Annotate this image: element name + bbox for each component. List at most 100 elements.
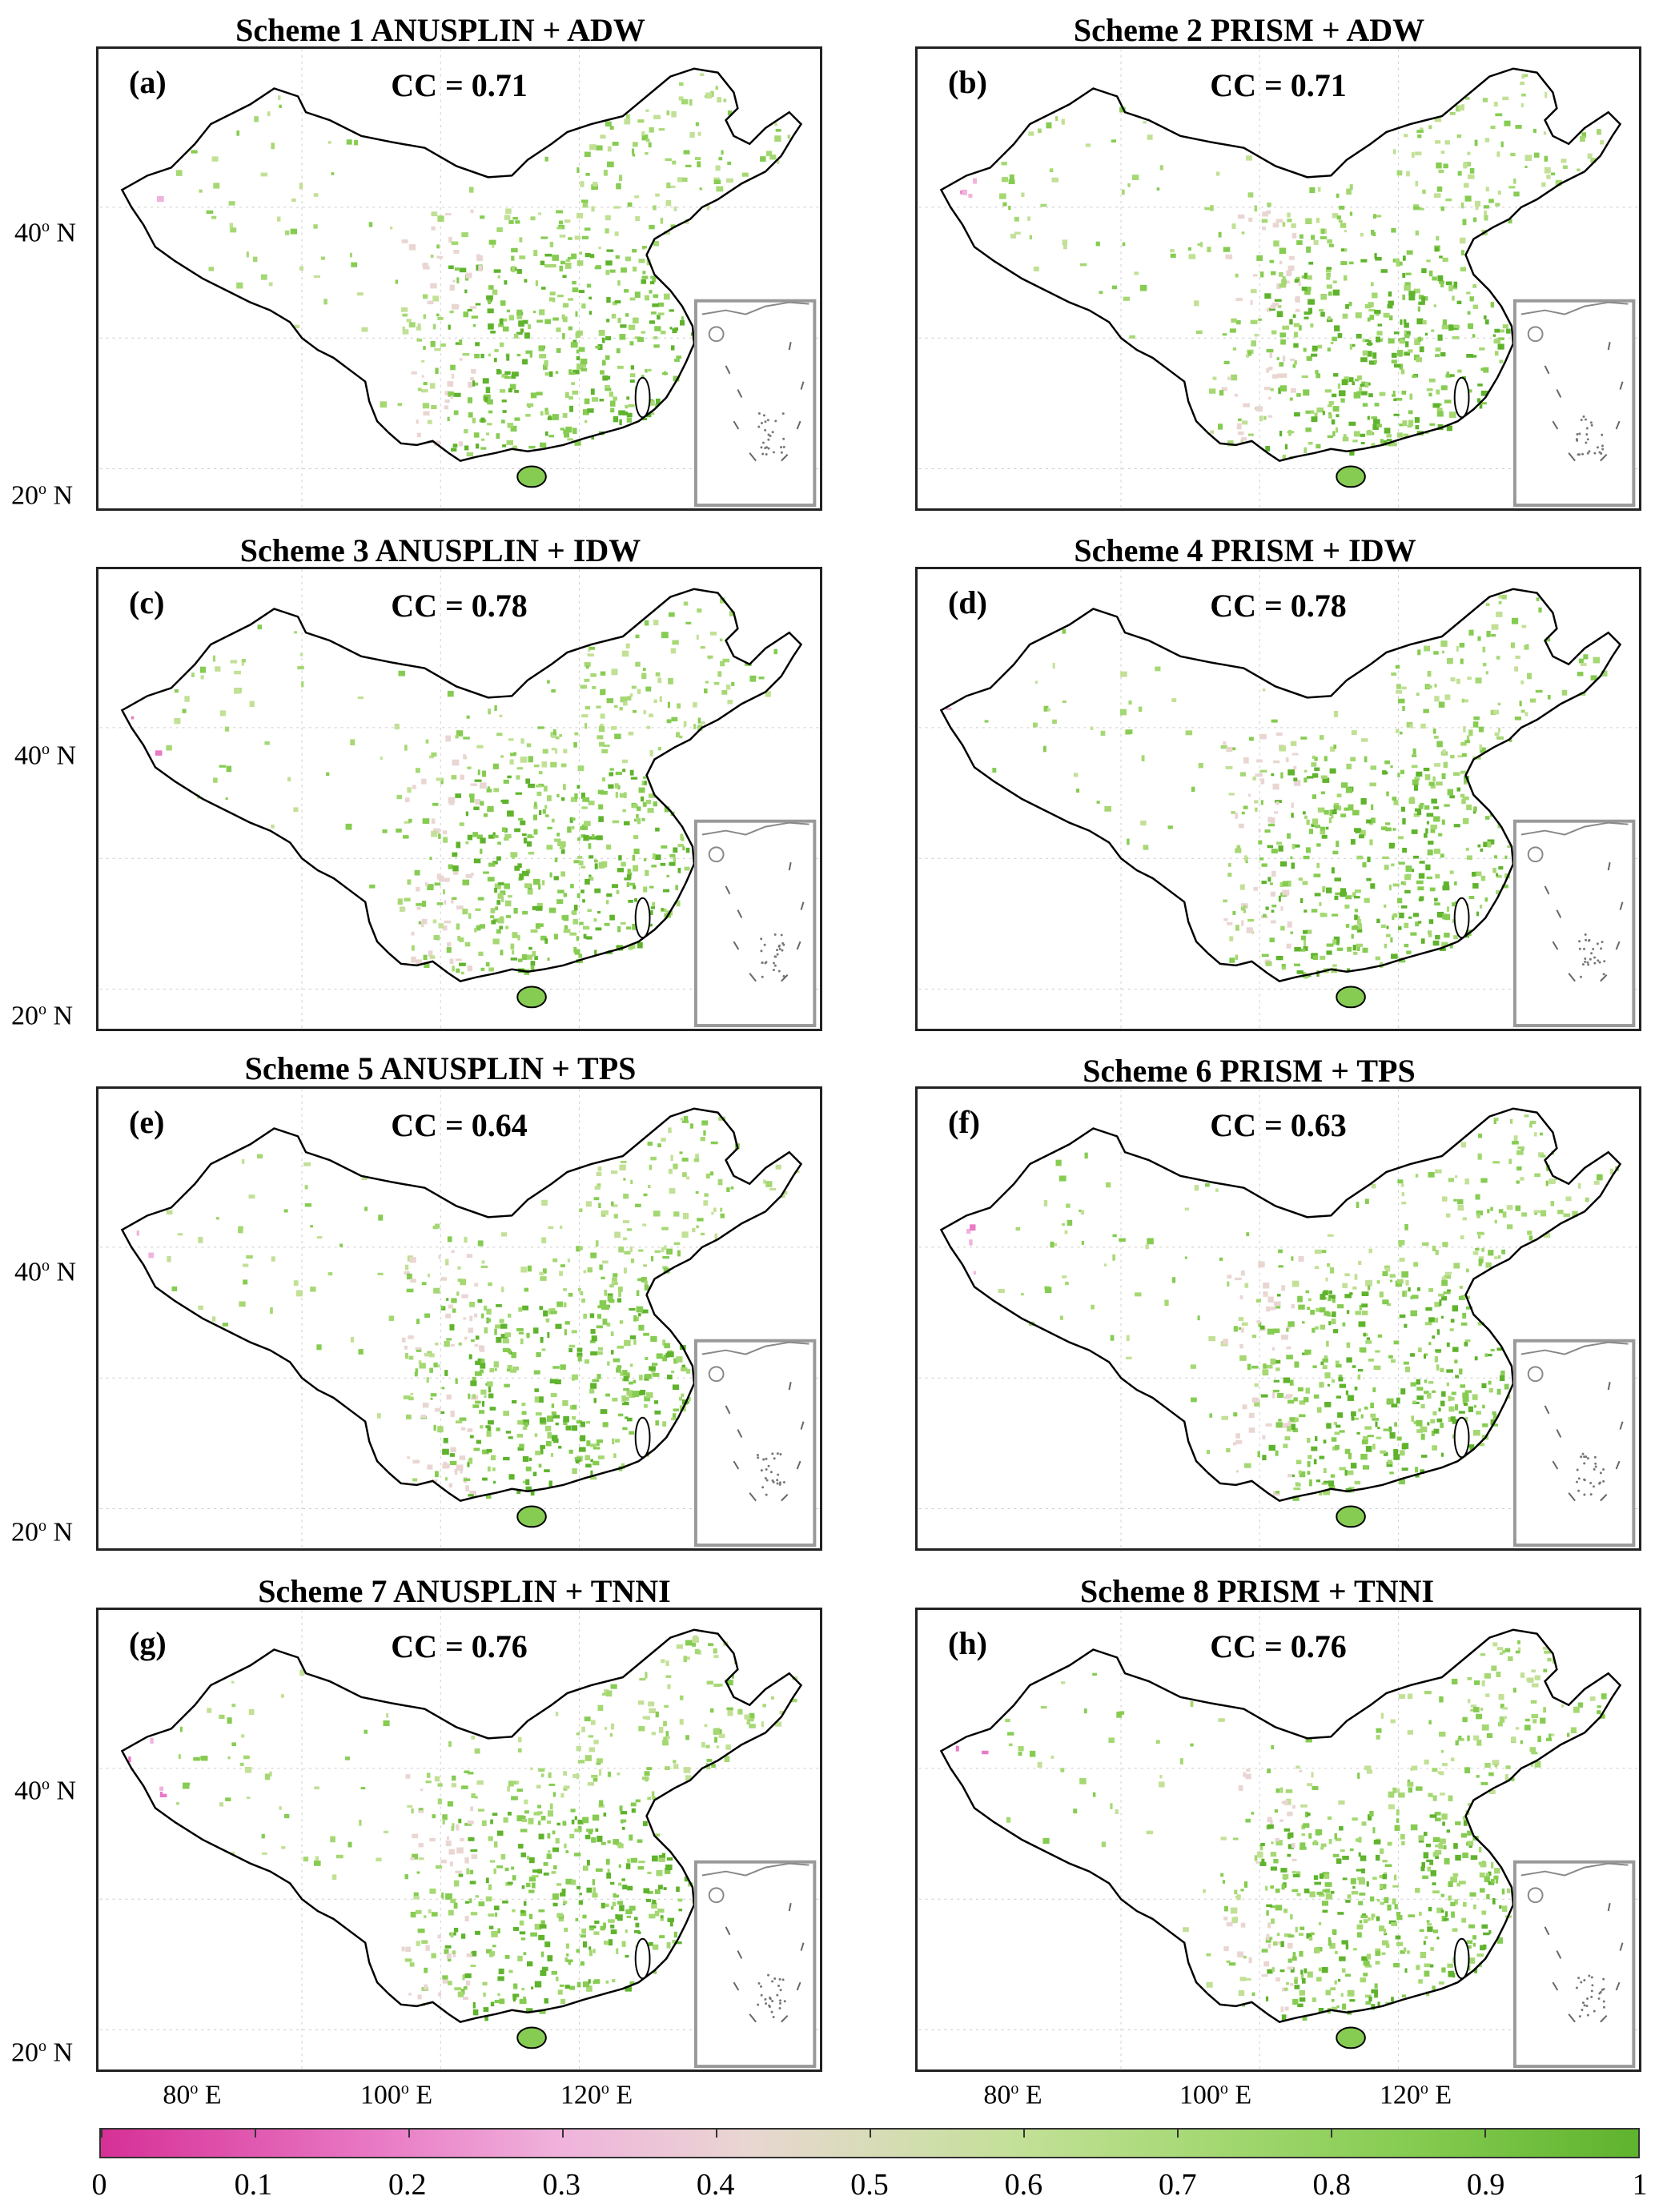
correlation-coefficient: CC = 0.71 — [391, 67, 528, 103]
correlation-coefficient: CC = 0.76 — [391, 1628, 528, 1664]
lon-label-120e-left: 120o E — [560, 2080, 633, 2110]
panel-a-title: Scheme 1 ANUSPLIN + ADW — [235, 12, 645, 48]
china-boundary — [120, 588, 803, 982]
colorbar-tick — [1484, 2130, 1486, 2138]
colorbar-tick-label: 0.8 — [1312, 2168, 1351, 2202]
south-china-sea-inset — [693, 1339, 817, 1548]
index-pixels — [966, 1114, 1619, 1501]
hainan-island — [516, 1505, 547, 1528]
map-panel-c: (c) CC = 0.78 — [96, 567, 822, 1031]
hainan-island — [516, 465, 547, 488]
colorbar-tick-label: 0.4 — [696, 2168, 735, 2202]
colorbar-tick — [1177, 2130, 1179, 2138]
lon-label-100e-left: 100o E — [360, 2080, 433, 2110]
colorbar-tick-label: 0.1 — [234, 2168, 273, 2202]
china-map-b — [918, 49, 1638, 508]
colorbar-tick-label: 0.6 — [1004, 2168, 1043, 2202]
lat-label-40n-row4: 40o N — [14, 1776, 77, 1806]
correlation-coefficient: CC = 0.64 — [391, 1107, 528, 1143]
panel-label: (d) — [948, 584, 987, 620]
colorbar-tick-label: 1 — [1632, 2168, 1648, 2202]
lat-label-40n-row3: 40o N — [14, 1257, 77, 1287]
colorbar-tick — [408, 2130, 410, 2138]
south-china-sea-inset — [1512, 299, 1636, 508]
china-map-e — [99, 1089, 819, 1548]
index-pixels — [128, 1635, 798, 2021]
south-china-sea-inset — [693, 819, 817, 1028]
correlation-coefficient: CC = 0.63 — [1210, 1107, 1347, 1143]
colorbar-tick-label: 0.7 — [1159, 2168, 1197, 2202]
china-boundary — [120, 67, 803, 462]
china-boundary — [939, 1107, 1622, 1502]
colorbar — [99, 2128, 1640, 2158]
hainan-island — [516, 2026, 547, 2049]
panel-label: (h) — [948, 1625, 987, 1661]
map-panel-e: (e) CC = 0.64 — [96, 1086, 822, 1551]
colorbar-tick-label: 0.9 — [1466, 2168, 1505, 2202]
china-boundary — [939, 67, 1622, 462]
index-pixels — [131, 597, 778, 975]
hainan-island — [516, 986, 547, 1009]
index-pixels — [955, 1640, 1607, 2021]
taiwan-island — [634, 1416, 651, 1459]
colorbar-tick — [870, 2130, 871, 2138]
south-china-sea-inset — [1512, 1339, 1636, 1548]
taiwan-island — [1453, 1937, 1470, 1980]
lat-label-20n-row3: 20o N — [11, 1517, 74, 1548]
china-map-d — [918, 569, 1638, 1029]
index-pixels — [960, 74, 1605, 460]
index-pixels — [136, 1115, 800, 1499]
map-panel-f: (f) CC = 0.63 — [915, 1086, 1641, 1551]
panel-label: (b) — [948, 64, 987, 100]
colorbar-tick — [1331, 2130, 1332, 2138]
index-pixels — [946, 594, 1608, 979]
panel-label: (c) — [129, 584, 165, 620]
map-panel-b: (b) CC = 0.71 — [915, 46, 1641, 511]
correlation-coefficient: CC = 0.71 — [1210, 67, 1347, 103]
hainan-island — [1336, 1505, 1366, 1528]
south-china-sea-inset — [693, 1860, 817, 2069]
map-panel-a: (a) CC = 0.71 — [96, 46, 822, 511]
south-china-sea-inset — [1512, 819, 1636, 1028]
panel-c-title: Scheme 3 ANUSPLIN + IDW — [239, 532, 641, 568]
hainan-island — [1336, 465, 1366, 488]
map-panel-g: (g) CC = 0.76 — [96, 1608, 822, 2072]
colorbar-tick — [1023, 2130, 1025, 2138]
lat-label-20n-row1: 20o N — [11, 480, 74, 511]
hainan-island — [1336, 986, 1366, 1009]
taiwan-island — [1453, 376, 1470, 419]
map-panel-d: (d) CC = 0.78 — [915, 567, 1641, 1031]
colorbar-tick-label: 0.3 — [542, 2168, 580, 2202]
panel-label: (a) — [129, 64, 167, 100]
lat-label-40n-row1: 40o N — [14, 218, 77, 248]
china-map-c — [99, 569, 819, 1029]
colorbar-tick — [1638, 2130, 1640, 2138]
lon-label-80e-left: 80o E — [163, 2080, 222, 2110]
taiwan-island — [1453, 897, 1470, 939]
colorbar-tick — [716, 2130, 717, 2138]
taiwan-island — [634, 897, 651, 939]
lat-label-20n-row4: 20o N — [11, 2037, 74, 2068]
lon-label-100e-right: 100o E — [1179, 2080, 1252, 2110]
colorbar-tick — [101, 2130, 102, 2138]
panel-g-title: Scheme 7 ANUSPLIN + TNNI — [258, 1573, 671, 1609]
taiwan-island — [634, 1937, 651, 1980]
panel-label: (e) — [129, 1104, 165, 1140]
correlation-coefficient: CC = 0.76 — [1210, 1628, 1347, 1664]
panel-b-title: Scheme 2 PRISM + ADW — [1073, 12, 1425, 48]
map-panel-h: (h) CC = 0.76 — [915, 1608, 1641, 2072]
lat-label-40n-row2: 40o N — [14, 741, 77, 771]
china-map-h — [918, 1610, 1638, 2069]
china-boundary — [939, 1628, 1622, 2023]
lat-label-20n-row2: 20o N — [11, 1001, 74, 1031]
colorbar-tick-label: 0.2 — [388, 2168, 427, 2202]
hainan-island — [1336, 2026, 1366, 2049]
correlation-coefficient: CC = 0.78 — [1210, 588, 1347, 624]
china-map-a — [99, 49, 819, 508]
panel-label: (g) — [129, 1625, 167, 1661]
colorbar-tick-label: 0 — [91, 2168, 107, 2202]
china-boundary — [120, 1107, 803, 1502]
taiwan-island — [1453, 1416, 1470, 1459]
lon-label-120e-right: 120o E — [1379, 2080, 1452, 2110]
panel-h-title: Scheme 8 PRISM + TNNI — [1079, 1573, 1435, 1609]
